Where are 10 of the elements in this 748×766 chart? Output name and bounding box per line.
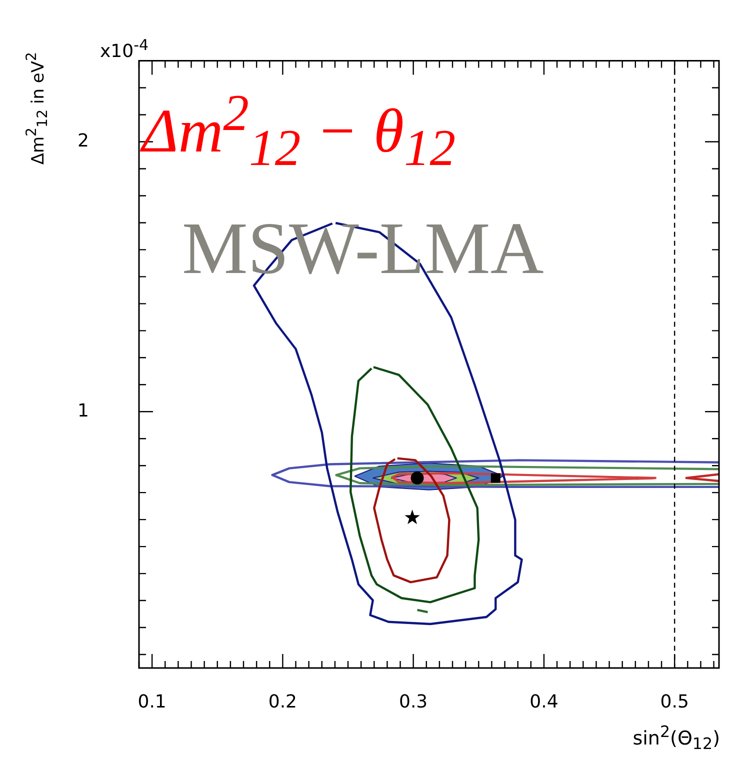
- text: Δm$^{2}$$_{12}$ − θ$_{12}$: [142, 85, 456, 178]
- annotation: x10$^{-4}$: [100, 36, 149, 62]
- x-tick-label: 0.4: [530, 691, 558, 712]
- x-tick-label: 0.3: [399, 691, 428, 712]
- x-tick-label: 0.5: [660, 691, 689, 712]
- y-tick-label: 2: [78, 130, 89, 152]
- x-axis-title: sin$^{2}$(Θ$_{12}$): [632, 722, 720, 754]
- x-tick-label: 0.2: [268, 691, 298, 712]
- y-tick-label: 1: [78, 400, 89, 422]
- x-tick-label: 0.1: [138, 691, 166, 712]
